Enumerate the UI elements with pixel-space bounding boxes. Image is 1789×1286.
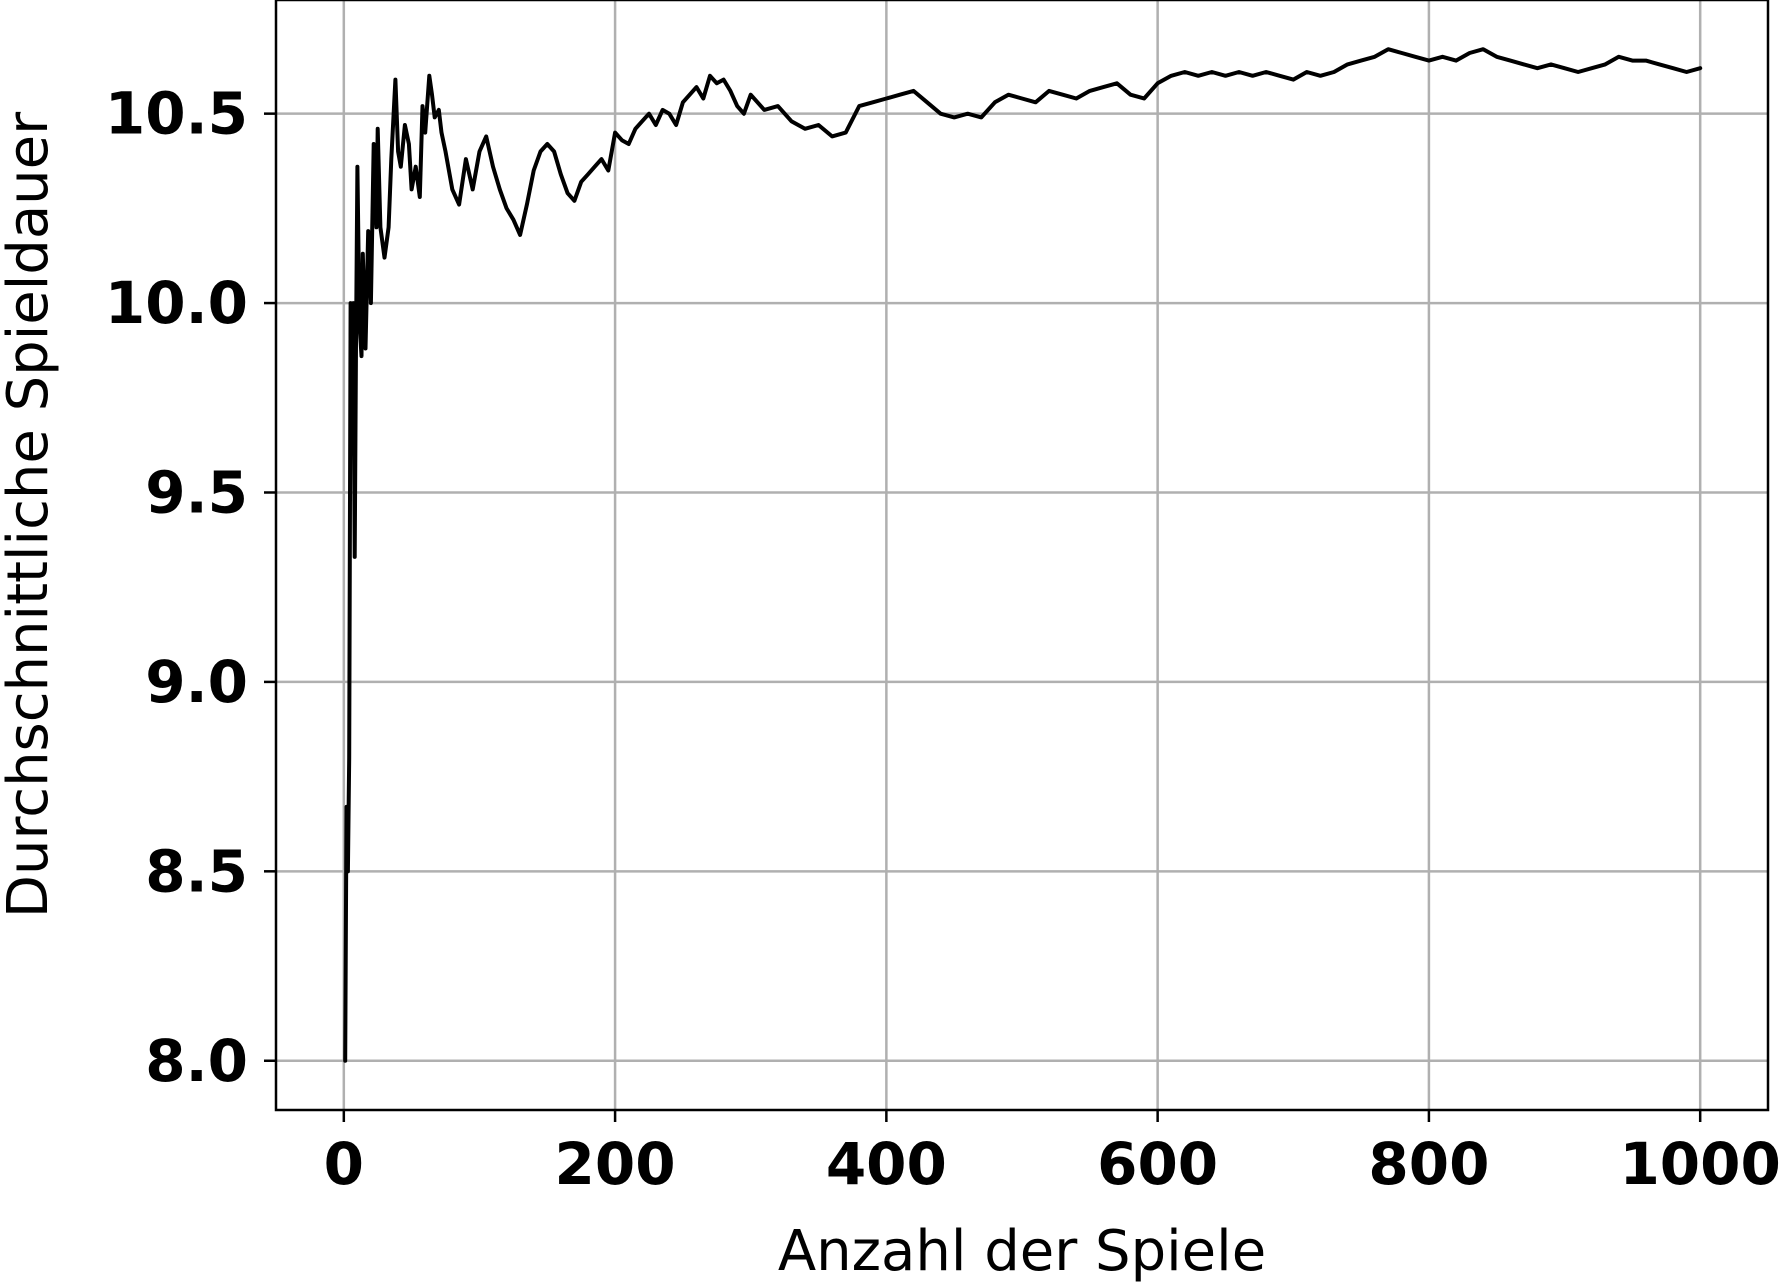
- plot-frame: [274, 0, 1770, 1112]
- y-tick-label: 9.0: [145, 648, 248, 716]
- grid: [276, 0, 1768, 1110]
- x-tick-label: 600: [1097, 1130, 1218, 1198]
- y-tick-label: 9.5: [145, 458, 248, 526]
- ticks: 0 200 400 600 800 1000 8.0 8.5 9.0 9.5 10.0 10.5: [105, 80, 1781, 1198]
- series-layer: [343, 47, 1703, 1063]
- y-tick-label: 8.5: [145, 837, 248, 905]
- x-axis-label: Anzahl der Spiele: [778, 1219, 1266, 1284]
- x-tick-label: 0: [324, 1130, 364, 1198]
- y-tick-label: 10.0: [105, 269, 248, 337]
- y-tick-label: 8.0: [145, 1027, 248, 1095]
- x-tick-label: 800: [1368, 1130, 1489, 1198]
- x-tick-label: 200: [555, 1130, 676, 1198]
- y-axis-label: Durchschnittliche Spieldauer: [0, 111, 61, 918]
- x-tick-label: 400: [826, 1130, 947, 1198]
- x-tick-label: 1000: [1619, 1130, 1780, 1198]
- y-tick-label: 10.5: [105, 80, 248, 148]
- series-line: [343, 47, 1703, 1063]
